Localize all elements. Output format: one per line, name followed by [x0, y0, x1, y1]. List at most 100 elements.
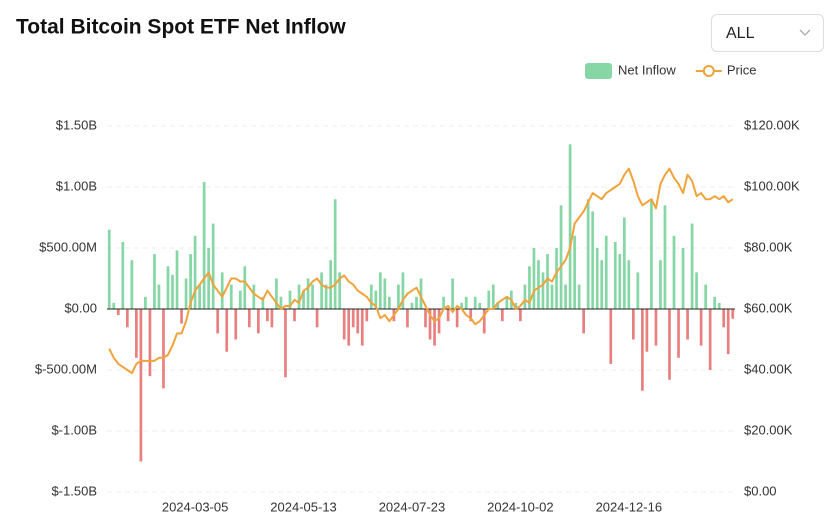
bar	[211, 223, 215, 309]
bar	[166, 266, 170, 309]
chevron	[799, 29, 811, 36]
bar	[424, 309, 427, 328]
x-tick-label: 2024-10-02	[487, 499, 554, 514]
bar	[428, 309, 432, 340]
y2-tick-label: $80.00K	[744, 239, 793, 254]
bar	[482, 309, 486, 334]
bar	[505, 296, 509, 309]
bar	[148, 309, 152, 377]
bar	[121, 241, 125, 309]
bar	[238, 290, 242, 309]
bar	[541, 272, 545, 309]
y-tick-label: $-1.50B	[51, 483, 97, 498]
bar	[582, 309, 586, 334]
legend-swatch	[585, 63, 612, 79]
bar	[442, 296, 445, 309]
bar	[595, 248, 599, 309]
bar	[573, 235, 576, 309]
bar	[351, 309, 355, 328]
bar	[641, 309, 644, 391]
bar	[293, 309, 296, 322]
bar	[672, 235, 676, 309]
bar	[532, 248, 536, 309]
bar	[360, 309, 364, 346]
bar	[378, 272, 382, 309]
x-tick-label: 2024-12-16	[596, 499, 663, 514]
bar	[270, 309, 274, 328]
bar	[568, 144, 572, 309]
bar	[564, 284, 567, 309]
bar	[500, 309, 504, 322]
bar	[478, 302, 482, 309]
bar	[631, 309, 635, 340]
bar	[627, 260, 631, 309]
x-tick-label: 2024-07-23	[379, 499, 446, 514]
bar	[722, 309, 726, 328]
bar	[306, 278, 310, 309]
bar	[107, 229, 111, 309]
bar	[243, 266, 247, 309]
bar	[699, 309, 703, 346]
bar	[392, 309, 396, 322]
bar	[342, 309, 346, 340]
bar	[677, 309, 680, 358]
bar	[681, 248, 685, 309]
bar	[686, 309, 689, 340]
bar	[695, 272, 698, 309]
bar	[550, 284, 554, 309]
bar	[523, 284, 527, 309]
bar	[130, 260, 134, 309]
bar	[369, 284, 373, 309]
legend-swatch	[702, 65, 715, 77]
bar	[116, 309, 120, 316]
y-tick-label: $1.00B	[56, 178, 97, 193]
bar	[537, 260, 540, 309]
bar	[261, 296, 265, 309]
bar	[329, 260, 332, 309]
bar	[229, 284, 233, 309]
y2-tick-label: $60.00K	[744, 300, 793, 315]
bar	[604, 235, 608, 309]
bar	[559, 205, 563, 309]
range-dropdown[interactable]: ALL	[711, 14, 824, 52]
bar	[726, 309, 730, 355]
bar	[704, 284, 707, 309]
bar	[546, 254, 549, 309]
bar	[514, 302, 518, 309]
bar	[460, 302, 464, 309]
y2-tick-label: $40.00K	[744, 361, 793, 376]
bar	[433, 309, 436, 346]
y-tick-label: $-500.00M	[35, 361, 97, 376]
bar	[247, 309, 251, 328]
bar	[180, 309, 183, 324]
bar	[157, 284, 161, 309]
bar	[365, 309, 369, 322]
bar	[162, 309, 165, 389]
bar	[591, 211, 595, 309]
bar	[153, 254, 156, 309]
x-tick-label: 2024-03-05	[162, 499, 229, 514]
bar	[333, 199, 337, 309]
bar	[207, 248, 211, 309]
bar	[577, 284, 581, 309]
bar	[663, 205, 667, 309]
bar	[419, 278, 423, 309]
bar	[171, 274, 174, 309]
y-tick-label: $500.00M	[39, 239, 97, 254]
bar	[324, 284, 328, 309]
bar	[510, 290, 513, 309]
bar	[297, 284, 301, 309]
dropdown-value: ALL	[726, 25, 755, 42]
chart-title: Total Bitcoin Spot ETF Net Inflow	[16, 16, 346, 39]
bar	[487, 290, 491, 309]
bar	[555, 248, 558, 309]
bar	[464, 296, 468, 309]
bar	[320, 272, 323, 309]
bar	[491, 284, 495, 309]
bar	[198, 284, 201, 309]
bar	[401, 272, 405, 309]
bar	[202, 182, 206, 309]
bar	[311, 284, 314, 309]
y2-tick-label: $20.00K	[744, 422, 793, 437]
